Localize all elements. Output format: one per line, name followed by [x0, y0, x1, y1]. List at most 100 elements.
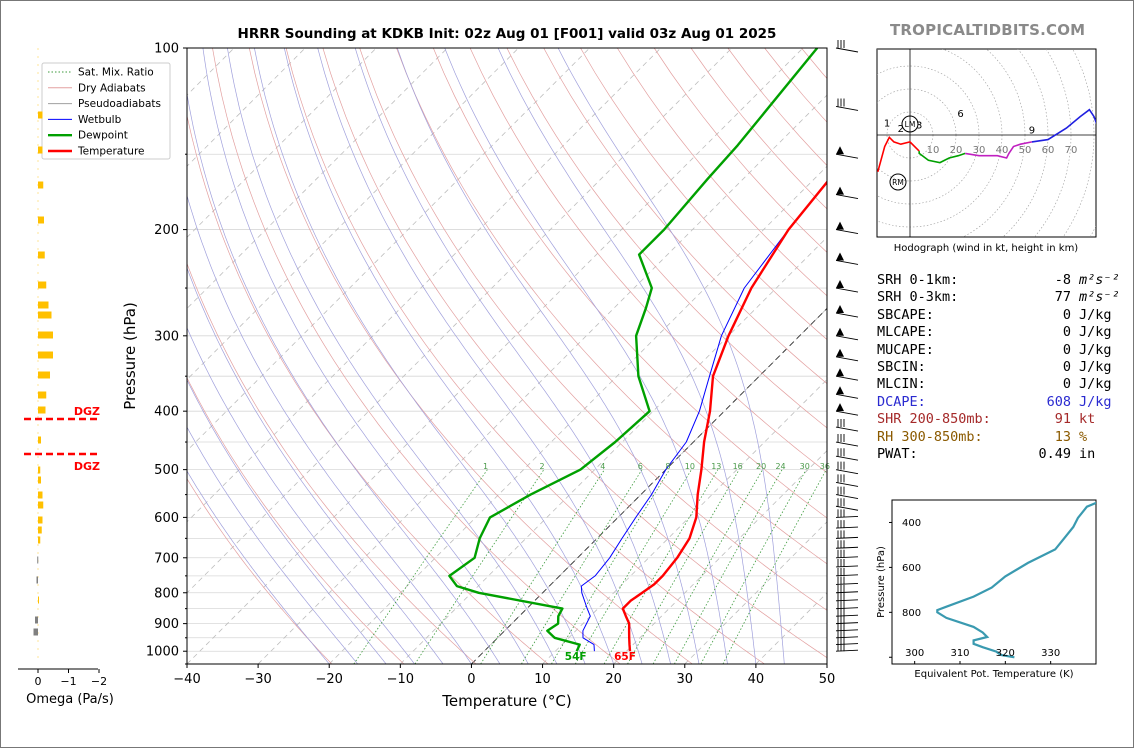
wind-barb-shaft	[835, 481, 859, 487]
x-tick-label: 30	[677, 672, 694, 687]
wind-barb-shaft	[835, 536, 859, 539]
wind-barb-shaft	[835, 312, 859, 318]
freezing-isotherm	[471, 307, 827, 664]
parameter-label: MLCIN:	[877, 376, 926, 393]
y-tick-label: 700	[154, 551, 179, 566]
parameter-row: SRH 0-3km: 77 m²s⁻²	[877, 289, 1120, 306]
dry-adiabat	[580, 48, 827, 340]
moist-adiabat	[202, 48, 529, 664]
wind-barb	[835, 403, 859, 416]
wind-barb	[835, 252, 859, 265]
dry-adiabat	[248, 48, 693, 664]
sounding-parameters-panel: SRH 0-1km: -8 m²s⁻² SRH 0-3km: 77 m²s⁻² SBCAPE…	[877, 272, 1120, 463]
dgz-label: DGZ	[74, 460, 100, 473]
x-tick-label: 50	[819, 672, 836, 687]
x-tick-label: 10	[534, 672, 551, 687]
mixing-ratio-label: 20	[756, 462, 766, 471]
parameter-label: SRH 0-3km:	[877, 289, 959, 306]
x-tick-label: −10	[387, 672, 414, 687]
parameter-label: RH 300-850mb:	[877, 428, 983, 445]
dry-adiabat	[359, 48, 827, 611]
omega-x-tick-label: −1	[60, 675, 76, 688]
mixing-ratio-line	[480, 469, 605, 664]
wind-barb-shaft	[835, 526, 859, 529]
wind-barb	[835, 615, 859, 625]
omega-bar	[38, 536, 41, 544]
theta-e-x-tick-label: 330	[1041, 648, 1060, 659]
wind-barb-shaft	[835, 515, 859, 518]
wind-barb	[835, 348, 859, 362]
mixing-ratio-label: 13	[711, 462, 721, 471]
isotherm-line	[684, 521, 827, 664]
moist-adiabat	[187, 426, 358, 664]
wind-barb-shaft	[835, 556, 859, 559]
moist-adiabat	[187, 194, 472, 664]
omega-bar	[38, 391, 47, 399]
parameter-label: MLCAPE:	[877, 324, 934, 341]
parameter-value: 0	[1062, 306, 1071, 323]
omega-bar	[35, 616, 38, 624]
y-tick-label: 200	[154, 223, 179, 238]
x-tick-label: 20	[605, 672, 622, 687]
legend-entry: Pseudoadiabats	[78, 98, 161, 110]
parameter-label: SBCIN:	[877, 359, 926, 376]
isotherm-line	[187, 48, 590, 452]
parameter-label: DCAPE:	[877, 393, 926, 410]
mixing-ratio-label: 8	[665, 462, 670, 471]
hodograph-trace	[965, 141, 1033, 159]
moist-adiabat	[354, 48, 671, 664]
parameter-unit: m²s⁻²	[1079, 289, 1120, 306]
chart-title: HRRR Sounding at KDKB Init: 02z Aug 01 […	[237, 26, 777, 42]
omega-bar	[38, 406, 46, 414]
omega-bar	[37, 556, 39, 564]
wind-barb	[835, 592, 859, 602]
omega-bar	[38, 476, 41, 484]
omega-bar	[38, 181, 44, 189]
moist-adiabat	[187, 267, 444, 664]
parameter-unit: J/kg	[1079, 306, 1112, 323]
legend-box	[41, 62, 171, 160]
theta-e-plot-area	[936, 501, 1096, 659]
parameter-unit: J/kg	[1079, 341, 1112, 358]
wind-barb	[835, 448, 859, 461]
mixing-ratio-line	[652, 469, 763, 664]
parameter-row: DCAPE: 608 J/kg	[877, 394, 1120, 411]
brand-logo-text: TROPICALTIDBITS.COM	[890, 21, 1086, 39]
wind-barb	[835, 567, 859, 577]
legend-entry: Temperature	[77, 146, 145, 158]
omega-bar	[38, 501, 44, 509]
mixing-ratio-label: 6	[638, 462, 643, 471]
parameter-value: 0	[1062, 376, 1071, 393]
dry-adiabat	[432, 48, 827, 519]
wind-barb	[835, 386, 859, 399]
wind-barb-flag	[836, 403, 844, 412]
wind-barb-shaft	[835, 546, 859, 549]
parameter-value: 0	[1062, 324, 1071, 341]
wind-barb-shaft	[835, 441, 859, 447]
wind-barb	[835, 368, 859, 381]
parameter-row: SBCAPE: 0 J/kg	[877, 307, 1120, 324]
omega-bar	[38, 491, 43, 499]
wind-barb-shaft	[835, 47, 859, 53]
wind-barb-shaft	[835, 582, 859, 585]
wind-barb-flag	[836, 221, 844, 230]
hodograph-ring-label: 50	[1019, 145, 1032, 156]
omega-bar	[38, 596, 39, 604]
wind-barb-flag	[836, 327, 844, 336]
parameter-label: SHR 200-850mb:	[877, 411, 991, 428]
wind-barb-flag	[836, 368, 844, 377]
wind-barb	[835, 584, 859, 594]
parameter-label: SBCAPE:	[877, 306, 934, 323]
x-tick-label: −40	[173, 672, 200, 687]
wind-barb	[835, 461, 859, 475]
wind-barb	[835, 146, 859, 159]
y-tick-label: 500	[154, 463, 179, 478]
wind-barb-flag	[836, 252, 844, 261]
moist-adiabat	[396, 48, 700, 664]
wind-barb	[835, 558, 859, 568]
dry-adiabat	[469, 48, 827, 474]
wind-barb-shaft	[835, 229, 859, 235]
wind-barb-flag	[836, 186, 844, 195]
omega-bar	[38, 311, 52, 319]
wind-barb-shaft	[835, 455, 859, 461]
